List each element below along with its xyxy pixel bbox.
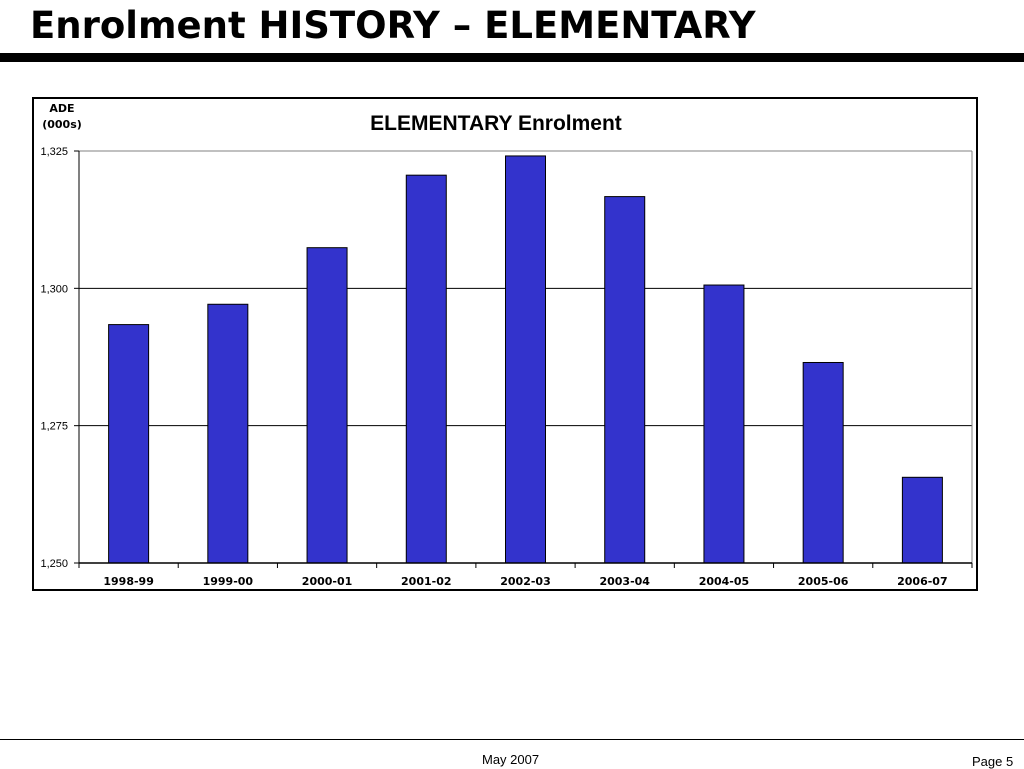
y-axis-label-line-1: ADE	[49, 102, 74, 115]
x-tick-label: 2006-07	[897, 575, 948, 588]
bar-1999-00	[207, 303, 249, 564]
bar-2004-05	[703, 284, 745, 564]
x-tick-labels: 1998-99 1999-00 2000-01 2001-02 2002-03 2003-…	[103, 575, 947, 588]
x-tick-label: 2002-03	[500, 575, 551, 588]
x-tick-label: 1998-99	[103, 575, 154, 588]
footer-page-number: Page 5	[972, 754, 1014, 769]
x-tick-label: 1999-00	[203, 575, 254, 588]
axes	[74, 150, 973, 568]
x-tick-label: 2003-04	[599, 575, 650, 588]
x-tick-label: 2004-05	[699, 575, 750, 588]
bar-2003-04	[604, 196, 646, 564]
footer-date: May 2007	[482, 752, 540, 767]
y-tick-label: 1,325	[40, 146, 68, 158]
footer-divider	[0, 739, 1024, 740]
y-tick-label: 1,275	[40, 421, 68, 433]
x-tick-label: 2000-01	[302, 575, 353, 588]
bar-2001-02	[405, 174, 447, 564]
bar-2006-07	[901, 476, 943, 564]
chart-title: ELEMENTARY Enrolment	[370, 112, 622, 135]
y-tick-label: 1,250	[40, 558, 68, 570]
bars	[108, 155, 943, 564]
bar-1998-99	[108, 324, 150, 564]
bar-2002-03	[505, 155, 546, 564]
title-divider	[0, 53, 1024, 62]
bar-chart: ADE (000s) ELEMENTARY Enrolment 1,2501,2…	[32, 97, 978, 591]
slide-title: Enrolment HISTORY – ELEMENTARY	[30, 4, 756, 47]
y-tick-labels: 1,250 1,275 1,300 1,325	[40, 146, 68, 570]
bar-2000-01	[306, 247, 348, 564]
bar-2005-06	[802, 361, 844, 564]
x-tick-label: 2005-06	[798, 575, 849, 588]
x-tick-label: 2001-02	[401, 575, 452, 588]
y-axis-label-line-2: (000s)	[42, 118, 82, 131]
y-tick-label: 1,300	[40, 283, 68, 295]
